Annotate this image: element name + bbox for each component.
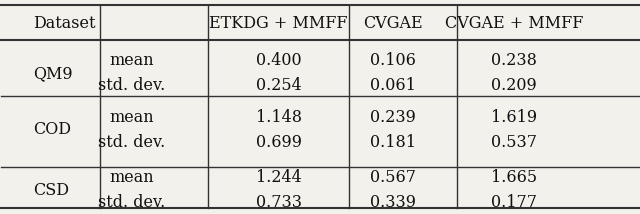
Text: std. dev.: std. dev. — [99, 134, 166, 151]
Text: 1.148: 1.148 — [255, 108, 301, 126]
Text: std. dev.: std. dev. — [99, 77, 166, 94]
Text: QM9: QM9 — [33, 65, 73, 82]
Text: CSD: CSD — [33, 181, 69, 199]
Text: COD: COD — [33, 121, 71, 138]
Text: 0.061: 0.061 — [371, 77, 416, 94]
Text: CVGAE: CVGAE — [364, 15, 423, 32]
Text: 0.209: 0.209 — [492, 77, 537, 94]
Text: 1.619: 1.619 — [492, 108, 538, 126]
Text: CVGAE + MMFF: CVGAE + MMFF — [445, 15, 584, 32]
Text: 0.106: 0.106 — [371, 52, 416, 69]
Text: 0.238: 0.238 — [492, 52, 538, 69]
Text: mean: mean — [109, 52, 154, 69]
Text: 0.177: 0.177 — [492, 194, 538, 211]
Text: 1.244: 1.244 — [256, 169, 301, 186]
Text: 0.567: 0.567 — [371, 169, 416, 186]
Text: 0.239: 0.239 — [371, 108, 416, 126]
Text: 0.699: 0.699 — [255, 134, 301, 151]
Text: 0.537: 0.537 — [492, 134, 538, 151]
Text: 0.339: 0.339 — [371, 194, 416, 211]
Text: Dataset: Dataset — [33, 15, 96, 32]
Text: mean: mean — [109, 169, 154, 186]
Text: 0.254: 0.254 — [256, 77, 301, 94]
Text: 0.400: 0.400 — [256, 52, 301, 69]
Text: 1.665: 1.665 — [492, 169, 538, 186]
Text: ETKDG + MMFF: ETKDG + MMFF — [209, 15, 348, 32]
Text: 0.181: 0.181 — [371, 134, 416, 151]
Text: std. dev.: std. dev. — [99, 194, 166, 211]
Text: mean: mean — [109, 108, 154, 126]
Text: 0.733: 0.733 — [255, 194, 301, 211]
